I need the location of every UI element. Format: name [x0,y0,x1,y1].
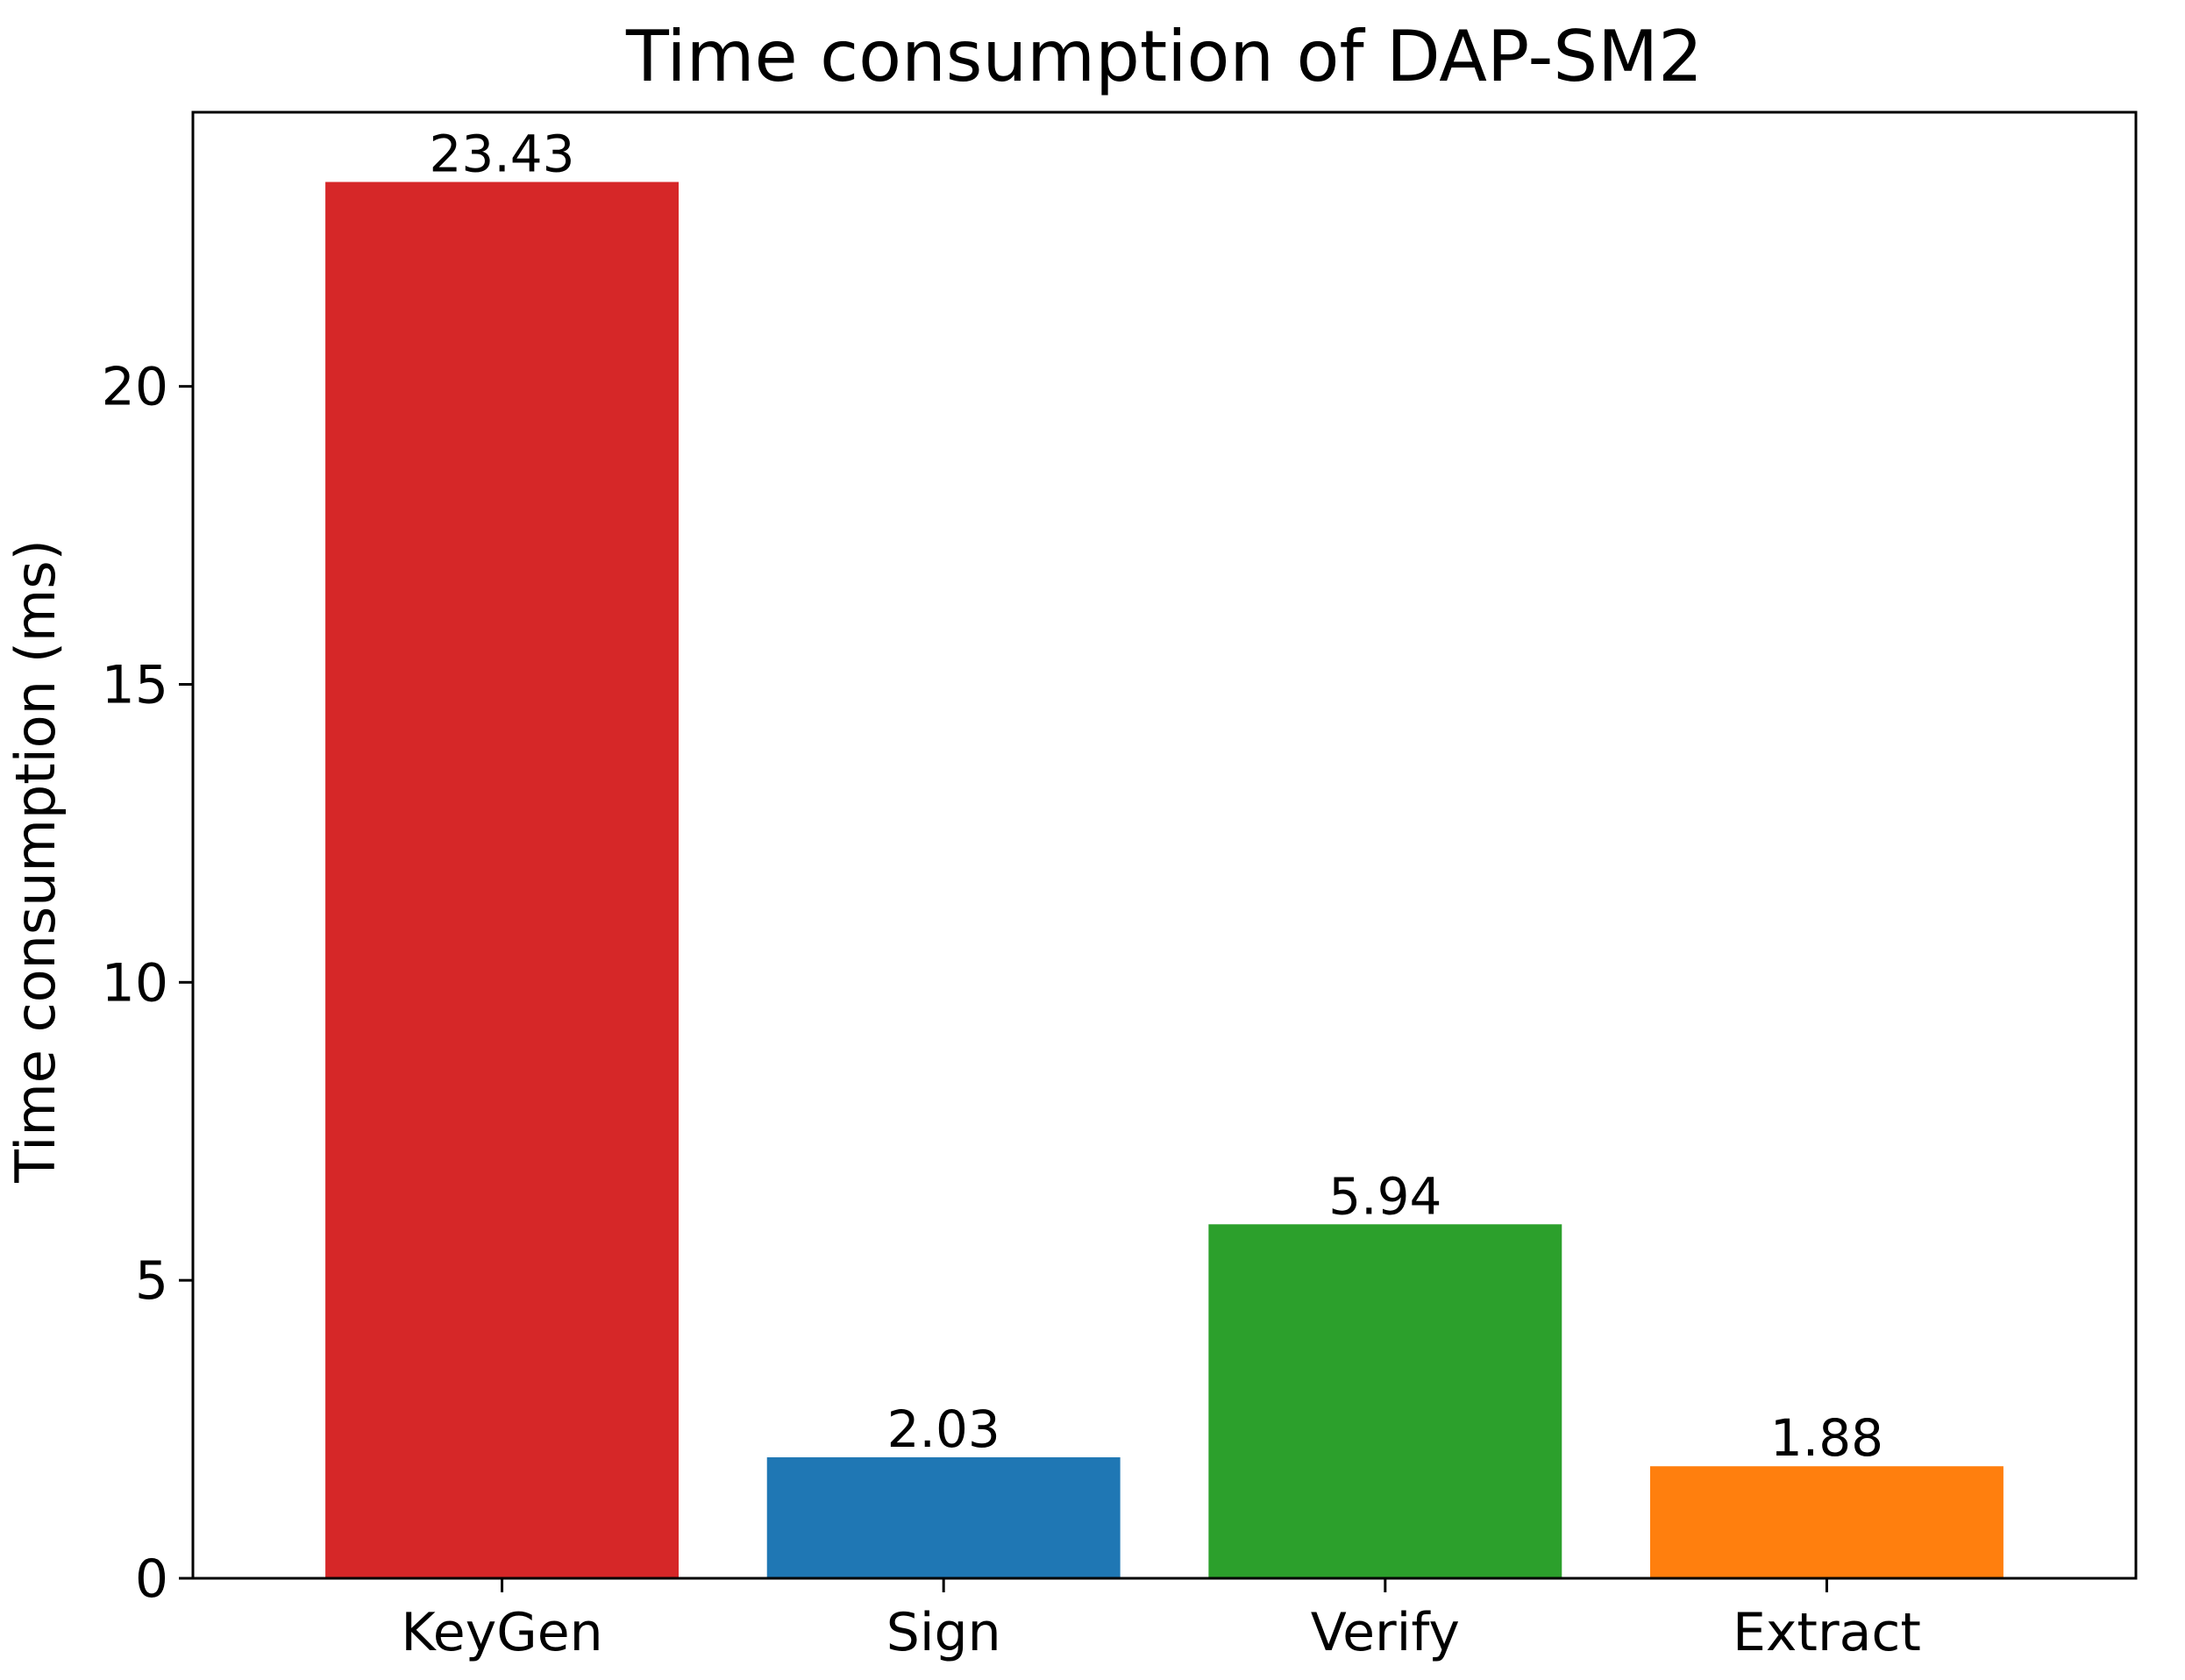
bar-extract [1650,1466,2004,1578]
plot-frame [191,110,2138,1580]
value-label-sign: 2.03 [887,1399,1000,1459]
x-tick-label-sign: Sign [886,1602,1001,1663]
x-tick-label-verify: Verify [1311,1602,1460,1663]
bars-layer [325,182,2004,1578]
y-tick-label: 10 [102,952,168,1014]
chart-title: Time consumption of DAP-SM2 [625,16,1703,97]
value-label-verify: 5.94 [1328,1166,1441,1226]
y-tick-label: 15 [102,654,168,715]
y-axis-ticks: 0 5 10 15 20 [102,357,193,1610]
bar-keygen [325,182,679,1578]
y-tick-label: 0 [135,1548,168,1610]
y-axis-label: Time consumption (ms) [4,539,68,1184]
bar-sign [766,1457,1121,1578]
y-tick-label: 5 [135,1250,168,1312]
value-label-keygen: 23.43 [430,125,575,184]
value-labels-layer: 23.43 2.03 5.94 1.88 [430,125,1884,1469]
x-axis-ticks: KeyGen Sign Verify Extract [401,1578,1921,1663]
x-tick-label-extract: Extract [1733,1602,1921,1663]
y-tick-label: 20 [102,357,168,418]
value-label-extract: 1.88 [1770,1408,1883,1468]
x-tick-label-keygen: KeyGen [401,1602,602,1663]
bar-verify [1208,1224,1562,1578]
